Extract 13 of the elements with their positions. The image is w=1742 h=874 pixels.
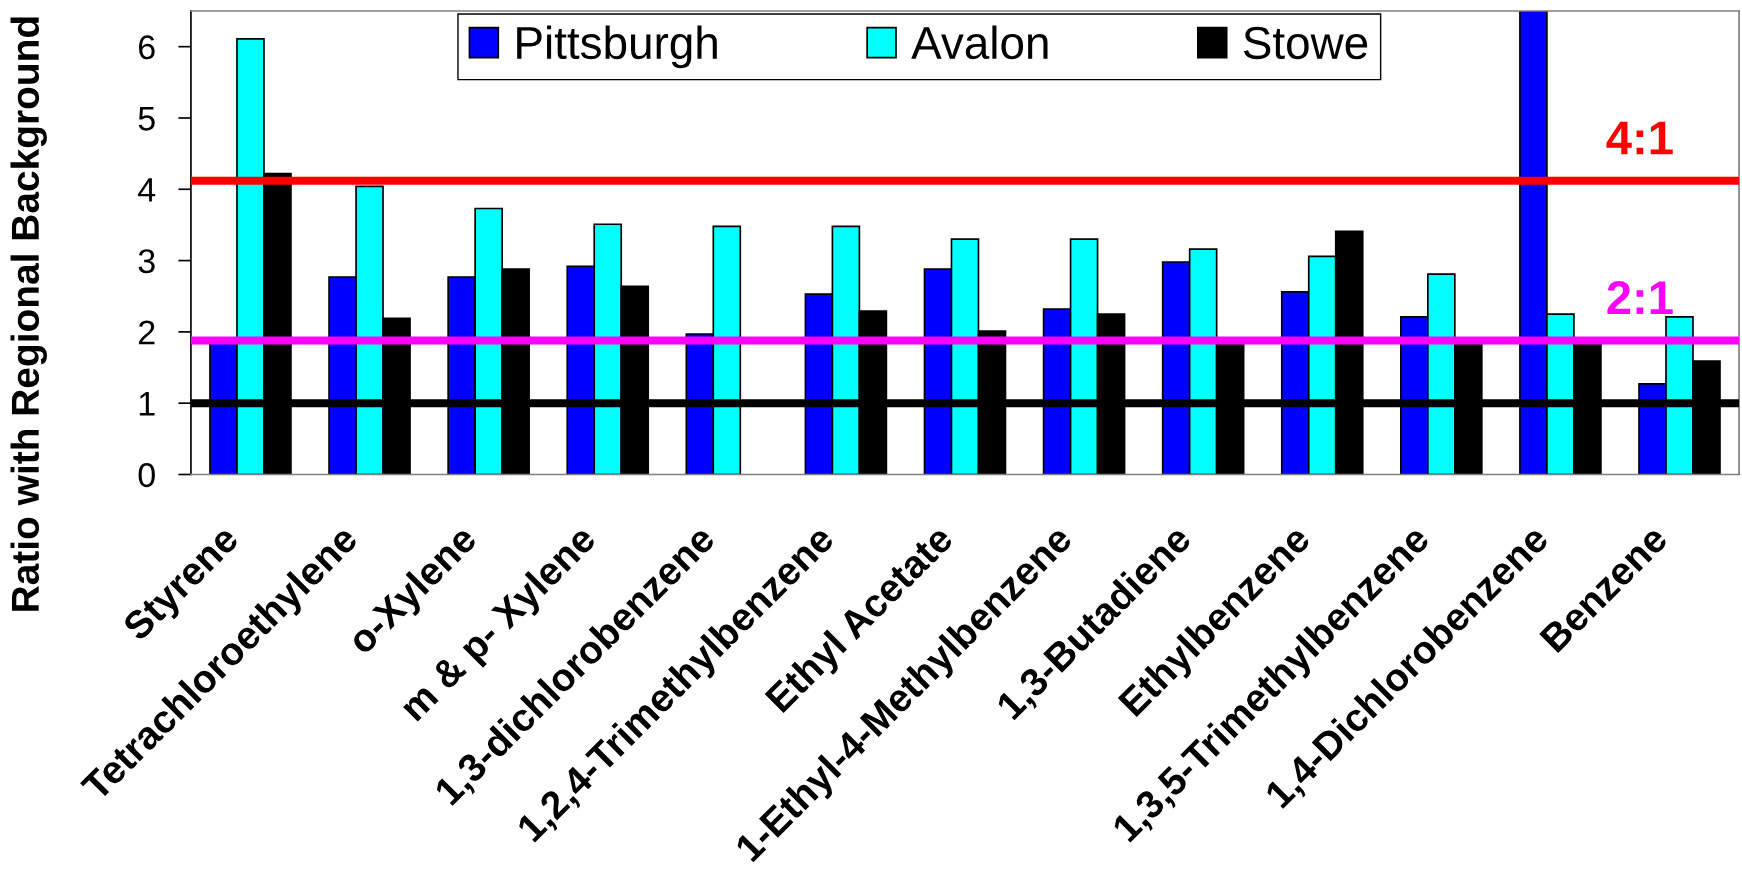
legend-label: Pittsburgh: [517, 25, 717, 69]
y-tick-label: 2: [138, 320, 155, 345]
legend-label: Stowe: [1243, 26, 1368, 60]
y-tick-label: 5: [138, 106, 155, 131]
ref-line-label: 4:1: [1606, 121, 1673, 155]
y-tick-label: 6: [139, 35, 155, 60]
y-tick-label: 1: [139, 392, 155, 416]
ref-line-label: 2:1: [1607, 281, 1673, 314]
y-axis-title: Ratio with Regional Background: [10, 17, 47, 611]
y-tick-label: 0: [138, 463, 155, 488]
legend-label: Avalon: [911, 25, 1048, 60]
y-tick-label: 4: [138, 178, 156, 202]
y-tick-label: 3: [138, 249, 155, 274]
